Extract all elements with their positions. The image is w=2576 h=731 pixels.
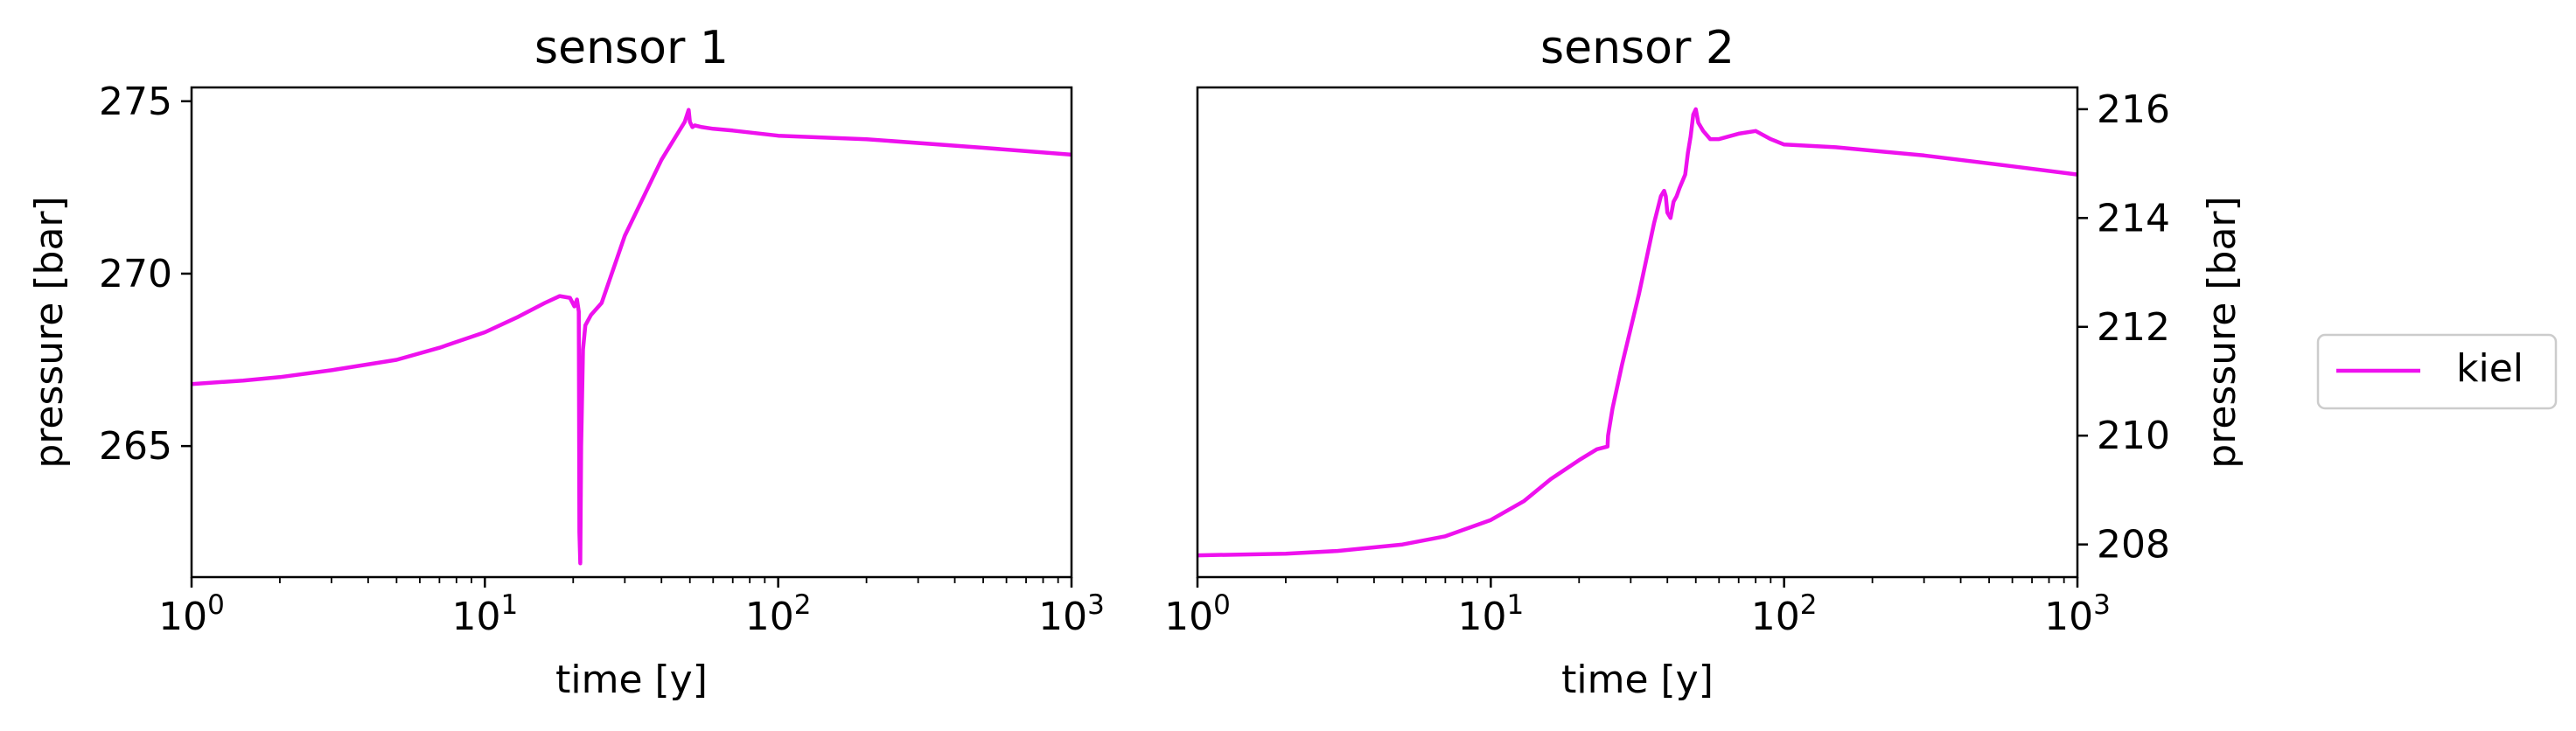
x-tick-exponent: 3 (2093, 589, 2111, 621)
x-axis-label: time [y] (1561, 658, 1714, 702)
x-axis-label: time [y] (555, 658, 708, 702)
x-tick-label: 102 (745, 589, 812, 639)
y-tick-label: 265 (99, 424, 172, 469)
y-tick-label: 270 (99, 252, 172, 296)
axes-frame (192, 87, 1072, 577)
x-tick-exponent: 0 (207, 589, 225, 621)
axes-frame (1197, 87, 2077, 577)
x-tick-base: 10 (745, 595, 794, 639)
x-tick-label: 101 (451, 589, 518, 639)
y-tick-label: 208 (2097, 523, 2170, 567)
chart-sensor-2: sensor 2100101102103208210212214216time … (1164, 22, 2244, 702)
x-tick-exponent: 3 (1087, 589, 1105, 621)
x-tick-exponent: 1 (1506, 589, 1524, 621)
x-tick-base: 10 (158, 595, 207, 639)
series-line-kiel (1197, 109, 2077, 555)
x-tick-exponent: 2 (794, 589, 812, 621)
x-tick-label: 103 (1038, 589, 1105, 639)
chart-title: sensor 2 (1540, 22, 1735, 74)
x-tick-label: 100 (1164, 589, 1231, 639)
x-tick-exponent: 2 (1800, 589, 1818, 621)
x-tick-base: 10 (1457, 595, 1506, 639)
x-tick-exponent: 0 (1213, 589, 1231, 621)
y-tick-label: 214 (2097, 196, 2170, 240)
x-tick-base: 10 (1751, 595, 1800, 639)
x-tick-base: 10 (1164, 595, 1213, 639)
x-tick-label: 102 (1751, 589, 1818, 639)
x-tick-label: 101 (1457, 589, 1524, 639)
x-tick-base: 10 (1038, 595, 1087, 639)
series-line-kiel (192, 110, 1072, 564)
x-tick-base: 10 (2044, 595, 2093, 639)
chart-sensor-1: sensor 1100101102103265270275time [y]pre… (27, 22, 1105, 702)
x-tick-label: 100 (158, 589, 225, 639)
y-tick-label: 216 (2097, 87, 2170, 132)
y-axis-label: pressure [bar] (27, 196, 72, 468)
legend-label-kiel: kiel (2456, 346, 2524, 391)
y-tick-label: 212 (2097, 305, 2170, 350)
y-tick-label: 210 (2097, 414, 2170, 458)
y-axis-label: pressure [bar] (2200, 196, 2244, 468)
legend: kiel (2318, 335, 2556, 408)
chart-title: sensor 1 (534, 22, 729, 74)
x-tick-base: 10 (451, 595, 500, 639)
x-tick-label: 103 (2044, 589, 2111, 639)
x-tick-exponent: 1 (500, 589, 518, 621)
y-tick-label: 275 (99, 80, 172, 124)
